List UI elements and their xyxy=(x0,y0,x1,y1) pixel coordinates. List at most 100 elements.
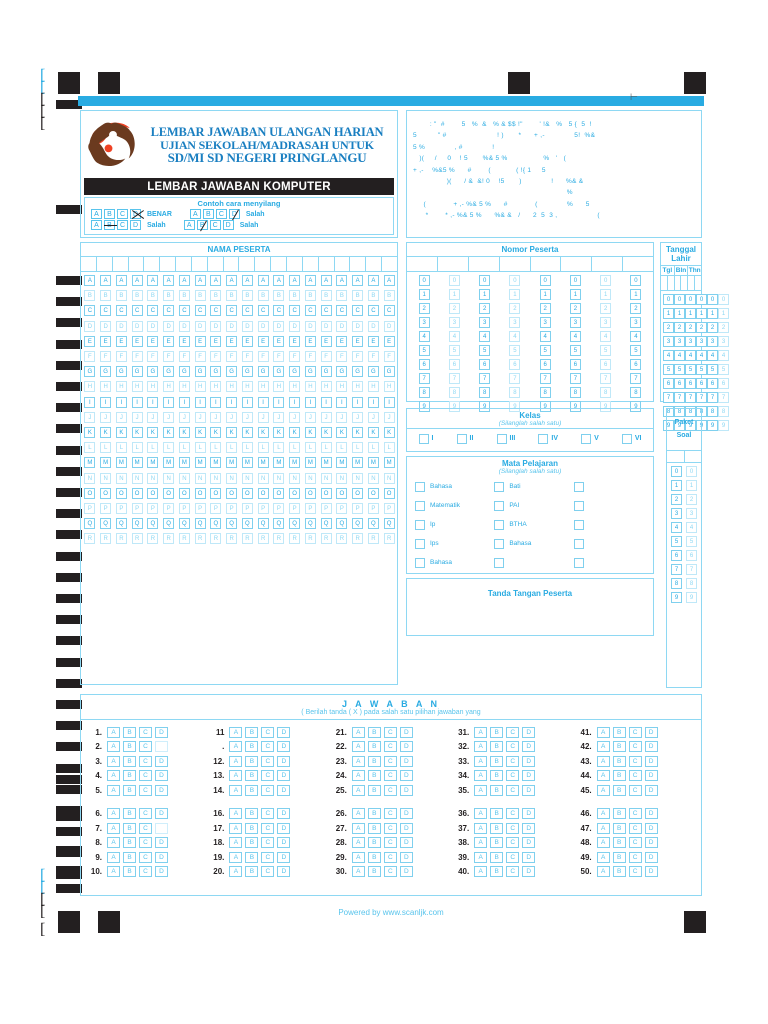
nama-bubble-cell[interactable]: R xyxy=(145,531,161,546)
nama-bubble-cell[interactable]: N xyxy=(318,470,334,485)
mapel-option[interactable]: Ips xyxy=(415,538,486,549)
bubble-r[interactable]: R xyxy=(100,533,112,545)
jawaban-bubble-a[interactable]: A xyxy=(351,741,365,753)
nama-bubble-cell[interactable]: C xyxy=(271,303,287,318)
jawaban-bubble-b[interactable]: B xyxy=(123,866,136,878)
bubble-m[interactable]: M xyxy=(352,457,364,469)
bubble-9[interactable]: 9 xyxy=(418,400,430,412)
tanggal-bubble-cell[interactable]: 5 xyxy=(674,362,685,376)
nomor-bubble-cell[interactable]: 8 xyxy=(621,385,651,399)
nama-bubble-cell[interactable]: A xyxy=(177,273,193,288)
bubble-d[interactable]: D xyxy=(320,320,332,332)
nomor-bubble-cell[interactable]: 0 xyxy=(439,273,469,287)
nama-bubble-cell[interactable]: K xyxy=(82,425,98,440)
nama-bubble-cell[interactable]: C xyxy=(129,303,145,318)
nama-bubble-cell[interactable]: R xyxy=(114,531,130,546)
bubble-p[interactable]: P xyxy=(194,502,206,514)
bubble-c[interactable]: C xyxy=(241,305,253,317)
mapel-checkbox[interactable] xyxy=(494,519,505,530)
tanggal-bubble-cell[interactable]: 6 xyxy=(674,376,685,390)
nama-bubble-cell[interactable]: G xyxy=(271,364,287,379)
bubble-4[interactable]: 4 xyxy=(696,349,707,361)
bubble-h[interactable]: H xyxy=(257,381,269,393)
tanggal-bubble-cell[interactable]: 7 xyxy=(674,390,685,404)
nama-bubble-cell[interactable]: D xyxy=(381,319,397,334)
bubble-r[interactable]: R xyxy=(352,533,364,545)
bubble-e[interactable]: E xyxy=(273,335,285,347)
nama-bubble-cell[interactable]: K xyxy=(381,425,397,440)
nama-bubble-cell[interactable]: F xyxy=(334,349,350,364)
nama-bubble-cell[interactable]: F xyxy=(271,349,287,364)
jawaban-bubble-d[interactable]: D xyxy=(277,741,291,753)
tanggal-bubble-cell[interactable]: 1 xyxy=(674,306,685,320)
jawaban-bubble-a[interactable]: A xyxy=(596,808,610,820)
nomor-bubble-cell[interactable]: 2 xyxy=(500,301,530,315)
nama-bubble-cell[interactable]: E xyxy=(208,334,224,349)
jawaban-row[interactable]: 17. A B C D xyxy=(207,821,329,836)
jawaban-bubble-a[interactable]: A xyxy=(107,851,120,863)
nomor-write-cell[interactable] xyxy=(531,257,562,271)
bubble-a[interactable]: A xyxy=(241,275,253,287)
tanggal-bubble-cell[interactable]: 8 xyxy=(685,404,696,418)
bubble-c[interactable]: C xyxy=(352,305,364,317)
nama-bubble-cell[interactable]: F xyxy=(240,349,256,364)
bubble-f[interactable]: F xyxy=(163,351,175,363)
nomor-bubble-cell[interactable]: 4 xyxy=(439,329,469,343)
bubble-l[interactable]: L xyxy=(304,442,316,454)
tanggal-bubble-cell[interactable]: 2 xyxy=(707,320,718,334)
tanggal-bubble-cell[interactable]: 4 xyxy=(718,348,729,362)
bubble-n[interactable]: N xyxy=(115,472,127,484)
mapel-checkbox[interactable] xyxy=(415,519,425,530)
bubble-f[interactable]: F xyxy=(273,351,285,363)
bubble-o[interactable]: O xyxy=(226,487,238,499)
nomor-bubble-cell[interactable]: 9 xyxy=(621,399,651,413)
bubble-a[interactable]: A xyxy=(178,275,190,287)
bubble-h[interactable]: H xyxy=(226,381,238,393)
tanggal-bubble-cell[interactable]: 8 xyxy=(663,404,674,418)
bubble-m[interactable]: M xyxy=(194,457,206,469)
nama-bubble-cell[interactable]: J xyxy=(192,410,208,425)
tanggal-bubble-cell[interactable]: 1 xyxy=(685,306,696,320)
paket-bubble-cell[interactable]: 5 xyxy=(684,534,699,548)
bubble-7[interactable]: 7 xyxy=(539,372,551,384)
mapel-checkbox[interactable] xyxy=(415,557,425,568)
nama-bubble-cell[interactable]: I xyxy=(366,395,382,410)
nomor-bubble-cell[interactable]: 6 xyxy=(621,357,651,371)
bubble-7[interactable]: 7 xyxy=(663,391,674,403)
nomor-bubble-cell[interactable]: 4 xyxy=(560,329,590,343)
mapel-checkbox[interactable] xyxy=(415,538,425,549)
jawaban-bubble-d[interactable]: D xyxy=(399,851,413,863)
bubble-j[interactable]: J xyxy=(115,411,127,423)
nomor-write-cell[interactable] xyxy=(469,257,500,271)
nama-bubble-cell[interactable]: A xyxy=(318,273,334,288)
nama-bubble-cell[interactable]: I xyxy=(318,395,334,410)
nomor-peserta-write-row[interactable] xyxy=(407,257,653,272)
jawaban-bubble-c[interactable]: C xyxy=(628,770,642,782)
jawaban-bubble-a[interactable]: A xyxy=(107,866,120,878)
bubble-f[interactable]: F xyxy=(320,351,332,363)
nomor-bubble-cell[interactable]: 2 xyxy=(439,301,469,315)
jawaban-bubble-b[interactable]: B xyxy=(245,866,259,878)
bubble-e[interactable]: E xyxy=(241,335,253,347)
nama-bubble-cell[interactable]: R xyxy=(287,531,303,546)
paket-write-cell[interactable] xyxy=(685,451,702,462)
jawaban-row[interactable]: 47. A B C D xyxy=(575,821,697,836)
jawaban-bubble-a[interactable]: A xyxy=(229,837,243,849)
nama-write-cell[interactable] xyxy=(287,257,303,271)
bubble-r[interactable]: R xyxy=(257,533,269,545)
bubble-h[interactable]: H xyxy=(178,381,190,393)
bubble-i[interactable]: I xyxy=(210,396,222,408)
nama-write-cell[interactable] xyxy=(113,257,129,271)
nama-bubble-cell[interactable]: C xyxy=(255,303,271,318)
bubble-o[interactable]: O xyxy=(147,487,159,499)
nomor-bubble-cell[interactable]: 9 xyxy=(591,399,621,413)
nama-bubble-cell[interactable]: L xyxy=(161,440,177,455)
jawaban-bubble-d[interactable]: D xyxy=(644,866,658,878)
jawaban-bubble-b[interactable]: B xyxy=(123,755,136,767)
nama-bubble-cell[interactable]: D xyxy=(145,319,161,334)
mapel-option[interactable]: BTHA xyxy=(494,519,565,530)
tanggal-bubble-cell[interactable]: 7 xyxy=(663,390,674,404)
bubble-q[interactable]: Q xyxy=(257,518,269,530)
